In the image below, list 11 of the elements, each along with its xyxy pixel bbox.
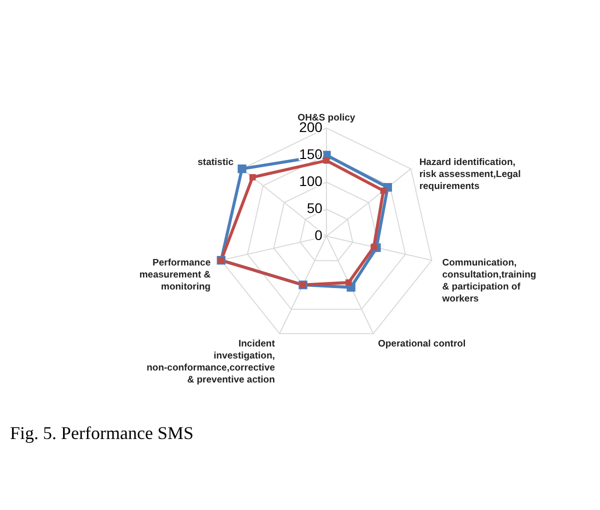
spoke-label: Communication, consultation,training & participation of workers — [441, 258, 536, 305]
y-tick-label: 50 — [306, 200, 323, 216]
spoke-label: Incident investigation, non-conformance,corrective & preventive action — [146, 338, 276, 386]
caption: Fig. 5. Performance SMS — [10, 423, 194, 443]
spoke-label: statistic — [198, 157, 234, 168]
y-tick-label: 0 — [314, 227, 323, 244]
spoke-label: Performance measurement & monitoring — [139, 258, 211, 293]
spoke-label: Operational control — [378, 338, 466, 350]
spoke-label: OH&S policy — [298, 112, 356, 124]
y-tick-label: 100 — [299, 173, 323, 190]
spoke-label: Hazard identification, risk assessment,Legal requirements — [419, 157, 521, 192]
